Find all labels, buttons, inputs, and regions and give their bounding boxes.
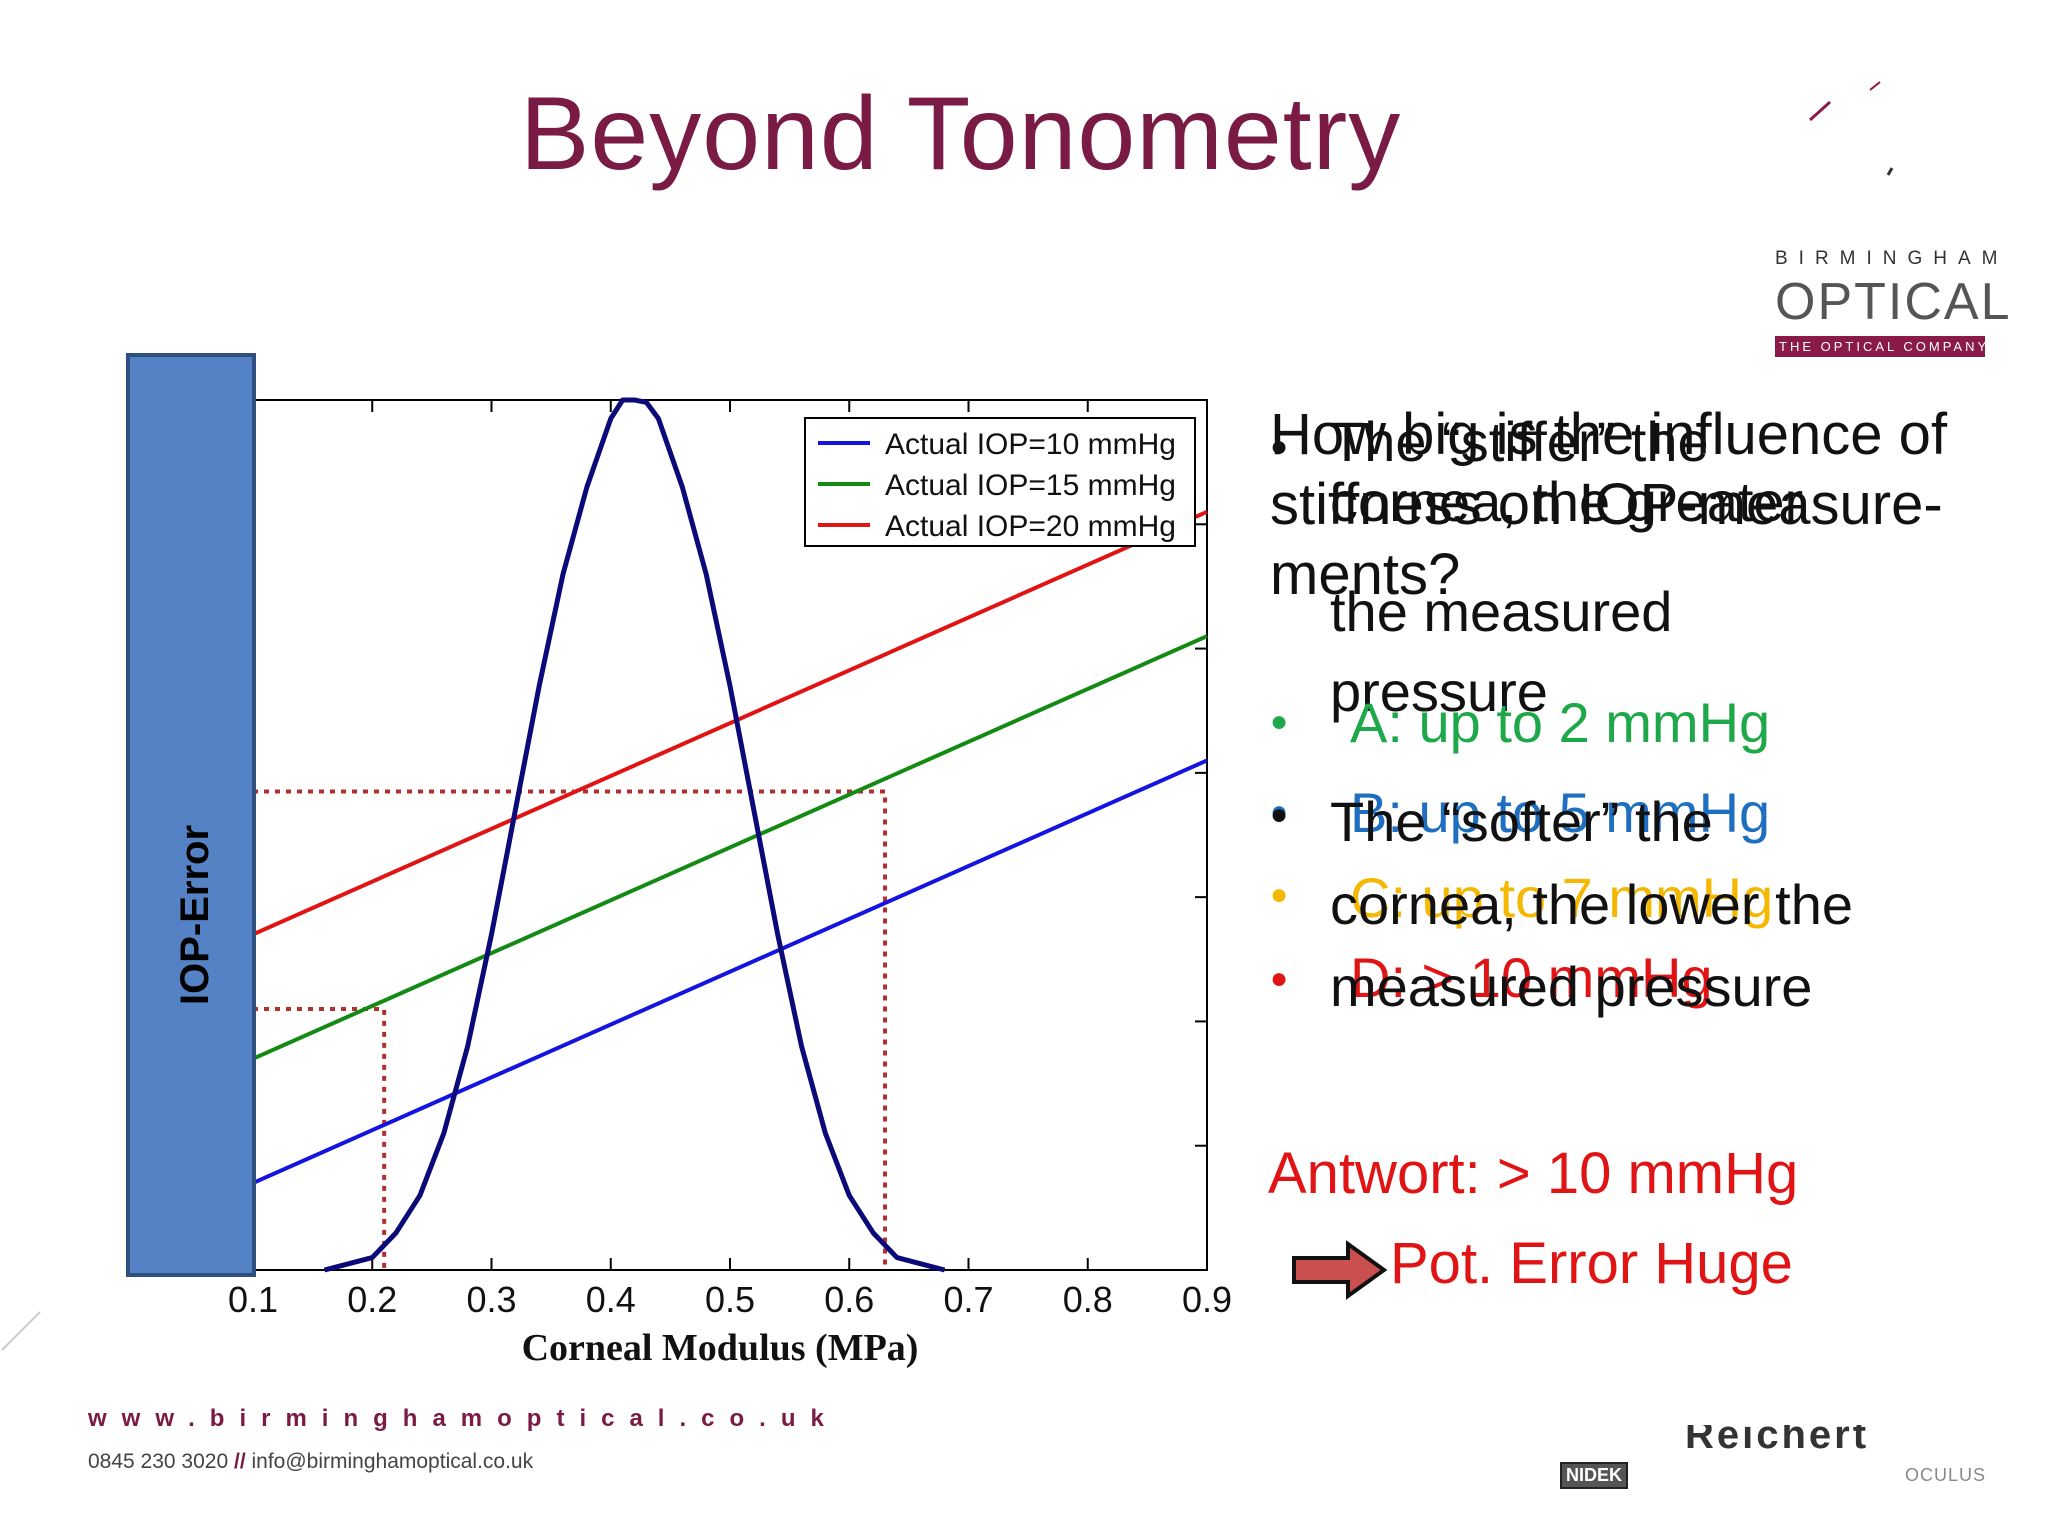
option-dot: ● xyxy=(1270,962,1289,995)
slide-title: Beyond Tonometry xyxy=(520,76,1402,192)
x-tick-label: 0.5 xyxy=(705,1279,755,1320)
iop-error-chart: Actual IOP=10 mmHg Actual IOP=15 mmHg Actu… xyxy=(0,350,1240,1390)
series-line xyxy=(252,634,1208,1061)
chart-svg: Actual IOP=10 mmHg Actual IOP=15 mmHg Actu… xyxy=(126,353,1232,1369)
option-dot: ● xyxy=(1270,705,1289,738)
question-line: How big is the influence of xyxy=(1270,402,1948,467)
bullet-dot: ● xyxy=(1270,798,1289,831)
conclusion-text: Pot. Error Huge xyxy=(1390,1231,1793,1296)
bullet-dot: ● xyxy=(1270,430,1289,463)
logo-tagline: THE OPTICAL COMPANY xyxy=(1775,336,1986,357)
distribution-curve xyxy=(323,397,946,1273)
option-d: D: > 10 mmHg xyxy=(1350,946,1713,1009)
footer-website-tld: .co.uk xyxy=(679,1405,839,1432)
question-line: stiffness on IOP-measure- xyxy=(1270,472,1943,537)
arrow-right-icon xyxy=(1292,1240,1388,1300)
x-tick-label: 0.3 xyxy=(466,1279,516,1320)
corner-decoration-icon xyxy=(1,1311,41,1351)
corner-decoration-icon xyxy=(1808,81,1894,176)
x-tick-label: 0.8 xyxy=(1063,1279,1113,1320)
footer-website[interactable]: www.birminghamoptical.co.uk xyxy=(88,1405,839,1433)
reference-dotted-line xyxy=(253,789,888,1270)
footer-phone: 0845 230 3020 xyxy=(88,1450,229,1473)
x-tick-label: 0.7 xyxy=(943,1279,993,1320)
bullet-line: pressure xyxy=(1330,660,1548,723)
logo-top-text: BIRMINGHAM xyxy=(1775,248,2009,269)
x-tick-label: 0.6 xyxy=(824,1279,874,1320)
footer-contact: 0845 230 3020 // info@birminghamoptical.… xyxy=(88,1450,533,1474)
legend-label: Actual IOP=15 mmHg xyxy=(885,469,1176,502)
x-tick-label: 0.9 xyxy=(1182,1279,1232,1320)
footer-email[interactable]: info@birminghamoptical.co.uk xyxy=(251,1450,534,1473)
footer-website-domain: www.birminghamoptical xyxy=(88,1405,680,1432)
y-axis-label: IOP-Error xyxy=(173,825,217,1005)
bullet-line: the measured xyxy=(1330,580,1673,643)
bullet-line: measured pressure xyxy=(1330,955,1813,1018)
bullet-line: cornea, the greater xyxy=(1330,470,1804,533)
legend-label: Actual IOP=10 mmHg xyxy=(885,428,1176,461)
series-line xyxy=(252,510,1208,937)
question-text: How big is the influence of stiffness on… xyxy=(1270,400,1947,610)
x-axis-label: Corneal Modulus (MPa) xyxy=(522,1327,919,1369)
option-a: A: up to 2 mmHg xyxy=(1350,691,1771,754)
series-line xyxy=(252,758,1208,1185)
birmingham-optical-logo: BIRMINGHAM OPTICAL THE OPTICAL COMPANY xyxy=(1775,248,2012,357)
bullet-line: The “stiffer” the xyxy=(1330,410,1709,473)
option-c: C: up to 7 mmHg xyxy=(1350,866,1774,929)
nidek-logo: NIDEK xyxy=(1560,1462,1629,1489)
footer-separator: // xyxy=(233,1450,246,1473)
answer-text: Antwort: > 10 mmHg xyxy=(1268,1141,1799,1206)
reichert-logo: Reichert xyxy=(1685,1425,1870,1455)
option-dot: ● xyxy=(1270,878,1289,911)
option-b: B: up to 5 mmHg xyxy=(1350,781,1771,844)
legend-label: Actual IOP=20 mmHg xyxy=(885,510,1176,543)
x-tick-label: 0.2 xyxy=(347,1279,397,1320)
bullet-line: The “softer” the xyxy=(1330,790,1713,853)
option-dot: ● xyxy=(1270,795,1289,828)
oculus-logo: OCULUS xyxy=(1905,1465,1987,1485)
question-line: ments? xyxy=(1270,542,1461,607)
bullet-line: cornea, the lower the xyxy=(1330,873,1853,936)
x-tick-label: 0.4 xyxy=(586,1279,636,1320)
x-tick-label: 0.1 xyxy=(228,1279,278,1320)
logo-main-text: OPTICAL xyxy=(1775,273,2012,331)
y-axis-label-box xyxy=(126,353,256,1277)
